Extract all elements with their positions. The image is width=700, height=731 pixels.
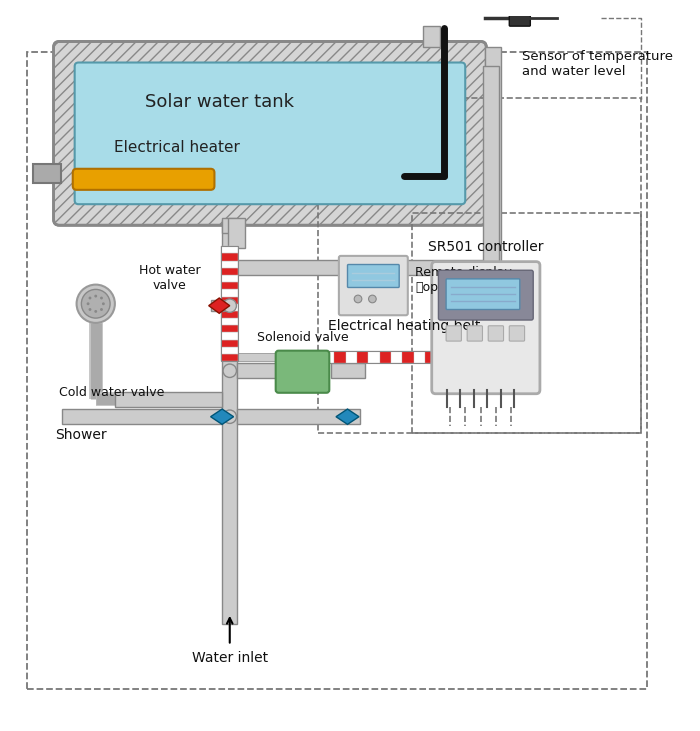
Bar: [323, 351, 335, 363]
Circle shape: [100, 297, 103, 300]
FancyBboxPatch shape: [467, 326, 482, 341]
Bar: [289, 351, 493, 363]
Bar: [221, 340, 239, 346]
Text: Hot water
valve: Hot water valve: [139, 265, 200, 292]
Circle shape: [223, 299, 237, 312]
Bar: [228, 218, 245, 249]
Polygon shape: [209, 298, 230, 314]
FancyBboxPatch shape: [488, 326, 503, 341]
Bar: [300, 351, 312, 363]
FancyBboxPatch shape: [510, 326, 524, 341]
Bar: [412, 213, 641, 433]
FancyBboxPatch shape: [438, 270, 533, 320]
FancyBboxPatch shape: [446, 279, 520, 309]
Circle shape: [88, 297, 92, 300]
Bar: [221, 254, 239, 261]
Bar: [423, 26, 440, 48]
Bar: [221, 333, 239, 340]
Text: Solar water tank: Solar water tank: [145, 94, 294, 111]
Circle shape: [94, 310, 97, 313]
Bar: [211, 300, 224, 311]
Text: Electrical heating belt: Electrical heating belt: [328, 319, 480, 333]
Bar: [237, 363, 284, 379]
Bar: [379, 351, 391, 363]
Bar: [414, 351, 425, 363]
Bar: [221, 261, 239, 268]
Bar: [230, 352, 289, 361]
Bar: [221, 246, 239, 361]
Bar: [62, 409, 222, 425]
Text: SR501 controller: SR501 controller: [428, 240, 544, 254]
Bar: [436, 351, 448, 363]
Bar: [312, 351, 323, 363]
Circle shape: [223, 364, 237, 377]
Bar: [221, 275, 239, 282]
Bar: [221, 311, 239, 318]
Bar: [391, 351, 402, 363]
FancyBboxPatch shape: [432, 262, 540, 394]
Text: Cold water valve: Cold water valve: [60, 387, 164, 399]
Bar: [221, 304, 239, 311]
FancyBboxPatch shape: [73, 169, 214, 190]
Circle shape: [87, 303, 90, 305]
Bar: [368, 351, 379, 363]
FancyBboxPatch shape: [54, 42, 486, 225]
Bar: [221, 268, 239, 275]
Circle shape: [223, 410, 237, 423]
Bar: [482, 351, 493, 363]
Bar: [221, 297, 239, 304]
Bar: [346, 351, 357, 363]
Bar: [221, 325, 239, 333]
Text: Remote display
（optional）: Remote display （optional）: [416, 266, 512, 294]
Bar: [221, 354, 239, 361]
FancyBboxPatch shape: [510, 11, 531, 26]
Bar: [357, 351, 368, 363]
Bar: [221, 246, 239, 254]
Bar: [335, 351, 346, 363]
Circle shape: [88, 308, 92, 311]
Text: Water inlet: Water inlet: [192, 651, 268, 665]
Bar: [448, 351, 459, 363]
Circle shape: [94, 295, 97, 298]
Bar: [459, 351, 470, 363]
Bar: [425, 351, 436, 363]
Bar: [115, 392, 222, 407]
Bar: [32, 164, 62, 183]
Bar: [318, 98, 641, 433]
Polygon shape: [336, 409, 359, 425]
Bar: [221, 289, 239, 297]
Bar: [402, 351, 414, 363]
Bar: [331, 363, 365, 379]
FancyBboxPatch shape: [339, 256, 408, 315]
Circle shape: [102, 303, 105, 305]
FancyBboxPatch shape: [446, 326, 461, 341]
Bar: [222, 218, 237, 233]
Text: Solenoid valve: Solenoid valve: [257, 331, 349, 344]
FancyBboxPatch shape: [75, 63, 466, 204]
Bar: [484, 67, 498, 268]
Circle shape: [369, 295, 376, 303]
FancyBboxPatch shape: [276, 351, 329, 393]
Bar: [221, 346, 239, 354]
Circle shape: [76, 284, 115, 323]
Circle shape: [81, 289, 110, 318]
Circle shape: [100, 308, 103, 311]
Bar: [485, 48, 500, 268]
Bar: [221, 282, 239, 289]
Bar: [289, 351, 300, 363]
Circle shape: [354, 295, 362, 303]
Text: Electrical heater: Electrical heater: [114, 140, 240, 155]
Bar: [222, 219, 237, 624]
Bar: [237, 260, 484, 275]
Bar: [470, 351, 482, 363]
Bar: [237, 409, 360, 425]
Bar: [221, 318, 239, 325]
Text: Sensor of temperature
and water level: Sensor of temperature and water level: [522, 50, 673, 78]
FancyBboxPatch shape: [347, 265, 399, 287]
Polygon shape: [211, 409, 234, 425]
Text: Shower: Shower: [55, 428, 107, 442]
